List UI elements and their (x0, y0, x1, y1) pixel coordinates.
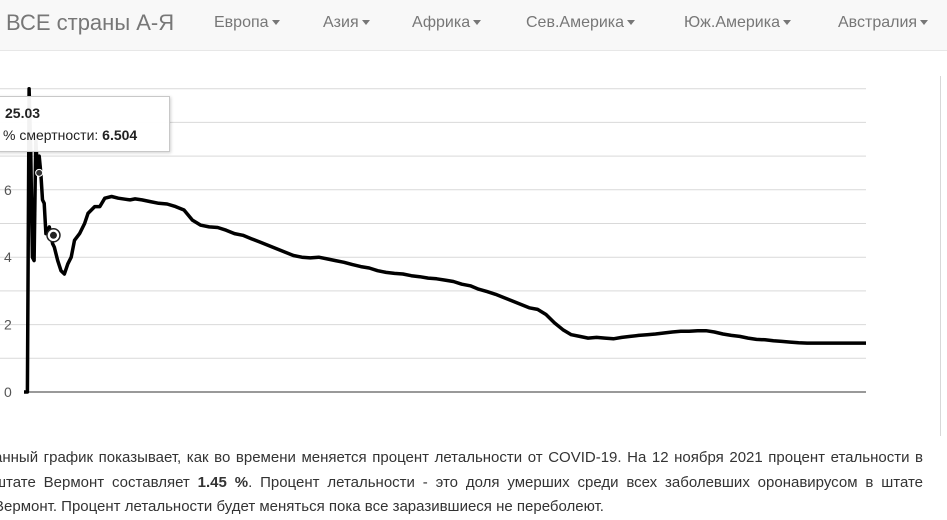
y-tick-label: 2 (4, 317, 12, 333)
chart-container-edge (940, 76, 941, 436)
caret-down-icon (782, 20, 791, 26)
hover-marker-dot[interactable] (49, 231, 57, 239)
nav-europe-dropdown[interactable]: Европа (214, 14, 280, 32)
caret-down-icon (920, 20, 929, 26)
death-rate-chart[interactable]: 0 2 4 6 (0, 51, 947, 431)
tooltip-label: % смертности: (3, 127, 99, 143)
chart-tooltip: 25.03 % смертности: 6.504 (0, 96, 170, 152)
nav-asia-label: Азия (323, 14, 359, 31)
tooltip-point-marker (35, 168, 44, 177)
chart-markers[interactable] (35, 168, 61, 243)
caret-down-icon (473, 20, 482, 26)
chart-description: анный график показывает, как во времени … (0, 446, 923, 520)
caret-down-icon (361, 20, 370, 26)
nav-europe-label: Европа (214, 14, 269, 31)
description-text-1: анный график показывает, как во времени … (0, 449, 923, 491)
y-tick-label: 6 (4, 182, 12, 198)
caret-down-icon (627, 20, 636, 26)
description-value: 1.45 % (197, 473, 249, 491)
chart-gridlines (0, 88, 866, 393)
brand-link[interactable]: ВСЕ страны А-Я (6, 10, 175, 35)
nav-africa-dropdown[interactable]: Африка (412, 14, 482, 32)
death-rate-line (24, 86, 866, 394)
nav-north-america-label: Сев.Америка (526, 14, 625, 31)
caret-down-icon (271, 20, 280, 26)
y-tick-label: 0 (4, 384, 12, 400)
tooltip-line: % смертности: 6.504 (3, 127, 137, 143)
chart-y-ticks: 0 2 4 6 (4, 182, 12, 400)
nav-africa-label: Африка (412, 14, 471, 31)
nav-australia-label: Австралия (838, 14, 918, 31)
nav-north-america-dropdown[interactable]: Сев.Америка (526, 14, 636, 32)
nav-asia-dropdown[interactable]: Азия (323, 14, 370, 32)
nav-south-america-dropdown[interactable]: Юж.Америка (684, 14, 791, 32)
tooltip-date: 25.03 (5, 105, 41, 121)
tooltip-value: 6.504 (102, 127, 138, 143)
chart-series (24, 86, 866, 394)
nav-australia-dropdown[interactable]: Австралия (838, 14, 929, 32)
description-text-2: . Процент летальности - это доля умерших… (0, 473, 923, 516)
nav-south-america-label: Юж.Америка (684, 14, 780, 31)
navbar: ВСЕ страны А-Я Европа Азия Африка Сев.Ам… (0, 0, 947, 51)
y-tick-label: 4 (4, 249, 12, 265)
